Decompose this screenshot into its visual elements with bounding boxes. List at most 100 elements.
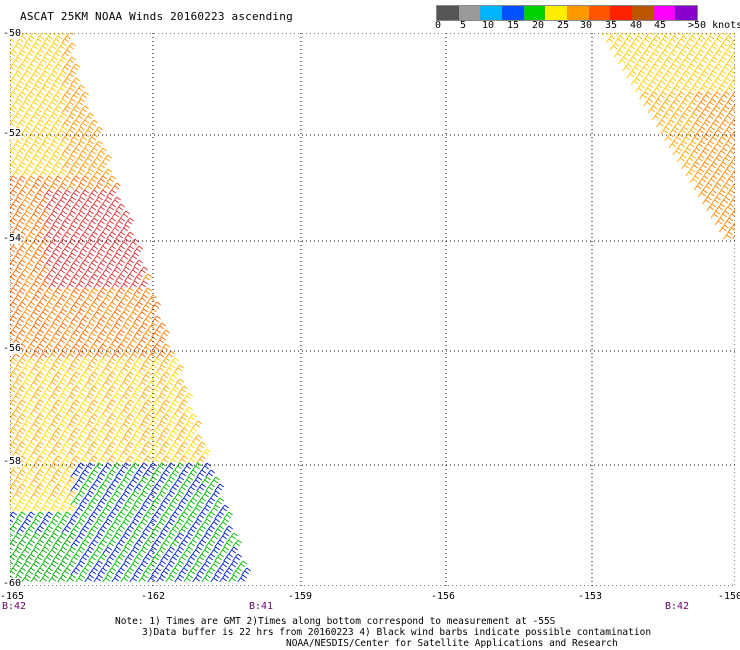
wind-barb	[39, 196, 49, 205]
wind-barb	[120, 420, 130, 429]
wind-barb	[66, 42, 76, 51]
wind-barb	[106, 245, 116, 254]
wind-barb	[687, 112, 698, 121]
wind-barb	[75, 350, 85, 359]
wind-barb	[133, 301, 143, 310]
wind-barb	[43, 203, 53, 212]
wind-barb	[25, 133, 35, 142]
wind-barb	[88, 203, 98, 212]
wind-barb	[30, 476, 40, 485]
wind-barb	[681, 56, 691, 65]
wind-barb	[120, 308, 130, 317]
wind-barb	[124, 287, 134, 296]
wind-barb	[156, 532, 166, 541]
wind-barb	[25, 217, 35, 226]
wind-barb	[93, 336, 103, 345]
wind-barb	[623, 49, 633, 58]
wind-barb	[710, 210, 721, 219]
wind-barb	[75, 406, 85, 415]
wind-barb	[232, 553, 242, 562]
wind-barb	[102, 238, 112, 247]
wind-barb	[30, 392, 40, 401]
latitude-label: -58	[3, 456, 22, 467]
wind-barb	[70, 371, 80, 380]
wind-barb	[102, 364, 112, 373]
wind-barb	[196, 567, 206, 576]
wind-barb	[183, 406, 193, 415]
wind-barb	[636, 42, 647, 51]
wind-barb	[223, 511, 233, 520]
wind-barb	[48, 210, 58, 219]
wind-barb	[97, 469, 107, 478]
wind-barb	[57, 574, 67, 583]
wind-barb	[614, 49, 624, 58]
wind-barb	[48, 574, 58, 583]
wind-barb	[151, 441, 161, 450]
wind-barb	[120, 252, 130, 261]
wind-barb	[713, 140, 724, 149]
wind-barb	[156, 574, 166, 583]
wind-barb	[84, 532, 94, 541]
wind-barb	[43, 469, 53, 478]
wind-barb	[97, 315, 107, 324]
wind-barb	[30, 196, 40, 205]
wind-barb	[106, 287, 116, 296]
wind-barb	[52, 147, 62, 156]
wind-barb	[66, 392, 76, 401]
wind-barb	[115, 483, 125, 492]
wind-barb	[70, 77, 80, 86]
wind-barb	[716, 189, 726, 198]
wind-barb	[57, 392, 67, 401]
legend-swatch	[523, 6, 546, 20]
wind-barb	[88, 511, 98, 520]
wind-barb	[16, 91, 26, 100]
wind-barb	[66, 434, 76, 443]
wind-barb	[129, 448, 139, 457]
wind-barb	[115, 539, 125, 548]
wind-barb	[165, 448, 175, 457]
wind-barb	[21, 280, 31, 289]
wind-barb	[34, 161, 44, 170]
wind-barb	[61, 553, 71, 562]
wind-barb	[34, 455, 44, 464]
wind-barb	[160, 539, 170, 548]
wind-barb	[677, 49, 687, 58]
wind-barb	[719, 119, 729, 128]
wind-barb	[102, 574, 112, 583]
wind-barb	[147, 546, 157, 555]
wind-barb	[12, 448, 22, 457]
wind-barb	[662, 70, 673, 79]
wind-barb	[93, 126, 103, 135]
wind-barb	[88, 497, 98, 506]
wind-barb	[97, 259, 107, 268]
wind-barb	[39, 378, 49, 387]
wind-barb-map[interactable]	[3, 28, 740, 587]
wind-barb	[12, 476, 22, 485]
wind-barb	[16, 427, 26, 436]
wind-barb	[636, 56, 646, 65]
wind-barb	[169, 469, 179, 478]
wind-barb	[111, 294, 121, 303]
wind-barb	[30, 574, 40, 583]
wind-barb	[169, 567, 179, 576]
wind-barb	[693, 182, 704, 191]
wind-barb	[106, 259, 116, 268]
wind-barb	[138, 350, 148, 359]
wind-barb	[39, 84, 49, 93]
wind-barb	[678, 112, 689, 121]
wind-barb	[671, 84, 681, 93]
wind-barb	[169, 385, 179, 394]
wind-barb	[84, 294, 94, 303]
wind-barb	[714, 112, 725, 121]
wind-barb	[708, 42, 719, 51]
wind-barb	[16, 63, 26, 72]
wind-barb	[120, 532, 130, 541]
wind-barb	[34, 539, 44, 548]
wind-barb	[21, 112, 31, 121]
wind-barb	[97, 175, 107, 184]
wind-barb	[670, 98, 681, 107]
longitude-label: -159	[288, 591, 313, 602]
wind-barb	[156, 448, 166, 457]
wind-barb	[129, 546, 139, 555]
wind-barb	[696, 126, 706, 135]
